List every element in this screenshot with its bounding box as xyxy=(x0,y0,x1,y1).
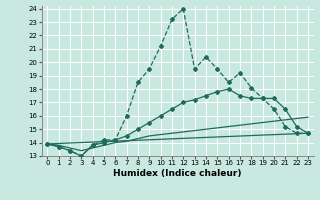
X-axis label: Humidex (Indice chaleur): Humidex (Indice chaleur) xyxy=(113,169,242,178)
